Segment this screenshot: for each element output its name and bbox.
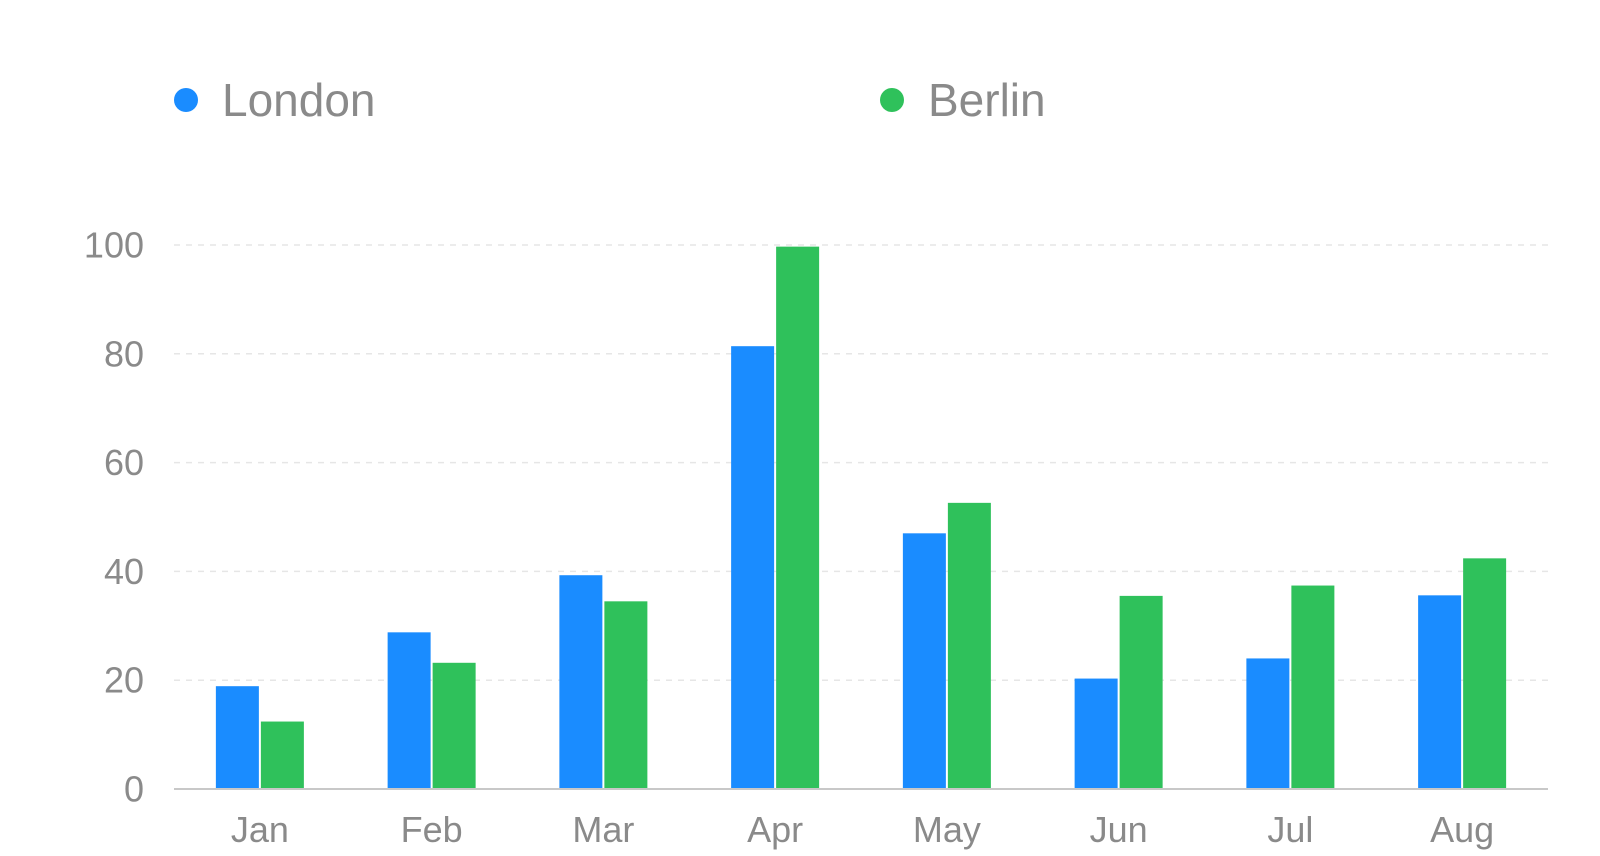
axes: 0 20 40 60 80 100 Jan Feb Mar Apr May Jun Jul Aug: [84, 225, 1548, 850]
x-tick-label-jun: Jun: [1090, 809, 1148, 850]
x-tick-label-jan: Jan: [231, 809, 289, 850]
bar-berlin-may[interactable]: [947, 502, 991, 789]
legend-label-london: London: [222, 74, 376, 126]
x-tick-label-may: May: [913, 809, 981, 850]
x-tick-label-mar: Mar: [572, 809, 634, 850]
bar-berlin-mar[interactable]: [604, 601, 648, 789]
bar-london-apr[interactable]: [731, 346, 775, 789]
bar-london-jul[interactable]: [1246, 658, 1290, 789]
bar-london-feb[interactable]: [387, 632, 431, 789]
bar-london-may[interactable]: [902, 533, 946, 789]
bar-berlin-aug[interactable]: [1463, 558, 1507, 789]
y-tick-label-100: 100: [84, 225, 144, 266]
x-tick-label-jul: Jul: [1267, 809, 1313, 850]
bar-berlin-jan[interactable]: [260, 721, 304, 789]
grid-lines: [174, 244, 1548, 681]
bar-berlin-apr[interactable]: [776, 246, 820, 789]
bar-london-mar[interactable]: [559, 575, 603, 789]
bar-berlin-jun[interactable]: [1119, 595, 1163, 789]
legend-marker-london: [174, 88, 198, 112]
y-tick-label-0: 0: [124, 769, 144, 810]
legend-marker-berlin: [880, 88, 904, 112]
bar-berlin-jul[interactable]: [1291, 585, 1335, 789]
y-tick-label-40: 40: [104, 551, 144, 592]
chart-legend: London Berlin: [0, 68, 1600, 132]
legend-label-berlin: Berlin: [928, 74, 1046, 126]
bar-berlin-feb[interactable]: [432, 662, 476, 789]
bars: [215, 246, 1507, 789]
x-tick-label-feb: Feb: [401, 809, 463, 850]
y-tick-label-60: 60: [104, 442, 144, 483]
y-tick-label-80: 80: [104, 333, 144, 374]
x-tick-label-apr: Apr: [747, 809, 803, 850]
bar-london-aug[interactable]: [1418, 595, 1462, 789]
bar-london-jan[interactable]: [215, 686, 259, 789]
legend-item-london[interactable]: London: [174, 68, 376, 132]
bar-london-jun[interactable]: [1074, 678, 1118, 789]
y-tick-label-20: 20: [104, 660, 144, 701]
x-tick-label-aug: Aug: [1430, 809, 1494, 850]
legend-item-berlin[interactable]: Berlin: [880, 68, 1046, 132]
